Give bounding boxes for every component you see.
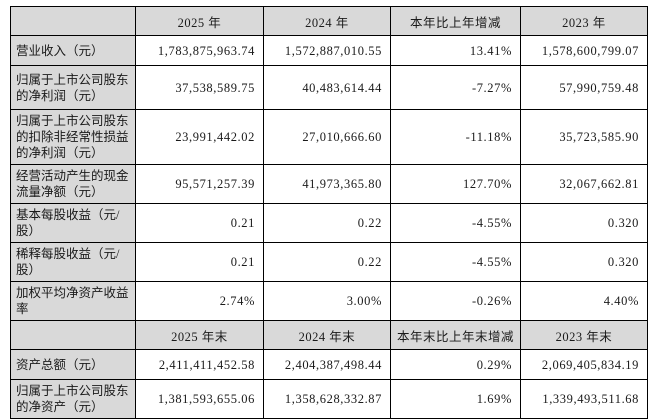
cell-value: 127.70% [390,164,521,204]
cell-value: 2,069,405,834.19 [520,349,648,380]
table-header-row-current: 2025 年 2024 年 本年比上年增减 2023 年 [10,6,648,36]
corner-cell [10,6,136,36]
column-header-year-end-change: 本年末比上年末增减 [390,320,521,350]
column-header-2024: 2024 年 [263,6,391,36]
cell-value: 2.74% [135,281,264,321]
cell-value: 0.320 [520,242,648,282]
table-row-net-profit: 归属于上市公司股东的净利润（元） 37,538,589.75 40,483,61… [10,65,648,110]
cell-value: -11.18% [390,109,521,165]
row-label: 经营活动产生的现金流量净额（元） [10,164,136,204]
cell-value: 4.40% [520,281,648,321]
row-label: 基本每股收益（元/股） [10,203,136,243]
row-label: 资产总额（元） [10,349,136,380]
cell-value: 0.29% [390,349,521,380]
cell-value: 95,571,257.39 [135,164,264,204]
cell-value: 40,483,614.44 [263,65,391,110]
table-header-row-year-end: 2025 年末 2024 年末 本年末比上年末增减 2023 年末 [10,320,648,350]
row-label: 营业收入（元） [10,35,136,66]
table-row-total-assets: 资产总额（元） 2,411,411,452.58 2,404,387,498.4… [10,349,648,380]
table-row-revenue: 营业收入（元） 1,783,875,963.74 1,572,887,010.5… [10,35,648,66]
row-label: 归属于上市公司股东的净利润（元） [10,65,136,110]
cell-value: 1,572,887,010.55 [263,35,391,66]
cell-value: -0.26% [390,281,521,321]
cell-value: -4.55% [390,242,521,282]
cell-value: 37,538,589.75 [135,65,264,110]
table-row-weighted-avg-roe: 加权平均净资产收益率 2.74% 3.00% -0.26% 4.40% [10,281,648,321]
row-label: 稀释每股收益（元/股） [10,242,136,282]
column-header-2025: 2025 年 [135,6,264,36]
cell-value: 3.00% [263,281,391,321]
column-header-yoy-change: 本年比上年增减 [390,6,521,36]
table-row-operating-cash-flow: 经营活动产生的现金流量净额（元） 95,571,257.39 41,973,36… [10,164,648,204]
cell-value: 1,783,875,963.74 [135,35,264,66]
cell-value: 1.69% [390,379,521,419]
column-header-2024-year-end: 2024 年末 [263,320,391,350]
corner-cell [10,320,136,350]
cell-value: 2,411,411,452.58 [135,349,264,380]
cell-value: 13.41% [390,35,521,66]
table-row-basic-eps: 基本每股收益（元/股） 0.21 0.22 -4.55% 0.320 [10,203,648,243]
row-label: 加权平均净资产收益率 [10,281,136,321]
column-header-2023-year-end: 2023 年末 [520,320,648,350]
cell-value: 1,339,493,511.68 [520,379,648,419]
cell-value: 1,381,593,655.06 [135,379,264,419]
cell-value: 0.21 [135,242,264,282]
cell-value: 41,973,365.80 [263,164,391,204]
cell-value: 0.22 [263,242,391,282]
cell-value: 35,723,585.90 [520,109,648,165]
row-label: 归属于上市公司股东的净资产（元） [10,379,136,419]
cell-value: 32,067,662.81 [520,164,648,204]
cell-value: 57,990,759.48 [520,65,648,110]
cell-value: 2,404,387,498.44 [263,349,391,380]
cell-value: 0.22 [263,203,391,243]
column-header-2023: 2023 年 [520,6,648,36]
cell-value: 23,991,442.02 [135,109,264,165]
cell-value: 0.320 [520,203,648,243]
table-row-net-profit-after-extraordinary: 归属于上市公司股东的扣除非经常性损益的净利润（元） 23,991,442.02 … [10,109,648,165]
cell-value: 1,578,600,799.07 [520,35,648,66]
column-header-2025-year-end: 2025 年末 [135,320,264,350]
table-row-diluted-eps: 稀释每股收益（元/股） 0.21 0.22 -4.55% 0.320 [10,242,648,282]
cell-value: -4.55% [390,203,521,243]
table-row-net-assets: 归属于上市公司股东的净资产（元） 1,381,593,655.06 1,358,… [10,379,648,419]
cell-value: 1,358,628,332.87 [263,379,391,419]
cell-value: -7.27% [390,65,521,110]
cell-value: 0.21 [135,203,264,243]
financial-summary-table: 2025 年 2024 年 本年比上年增减 2023 年 营业收入（元） 1,7… [10,6,648,419]
row-label: 归属于上市公司股东的扣除非经常性损益的净利润（元） [10,109,136,165]
cell-value: 27,010,666.60 [263,109,391,165]
